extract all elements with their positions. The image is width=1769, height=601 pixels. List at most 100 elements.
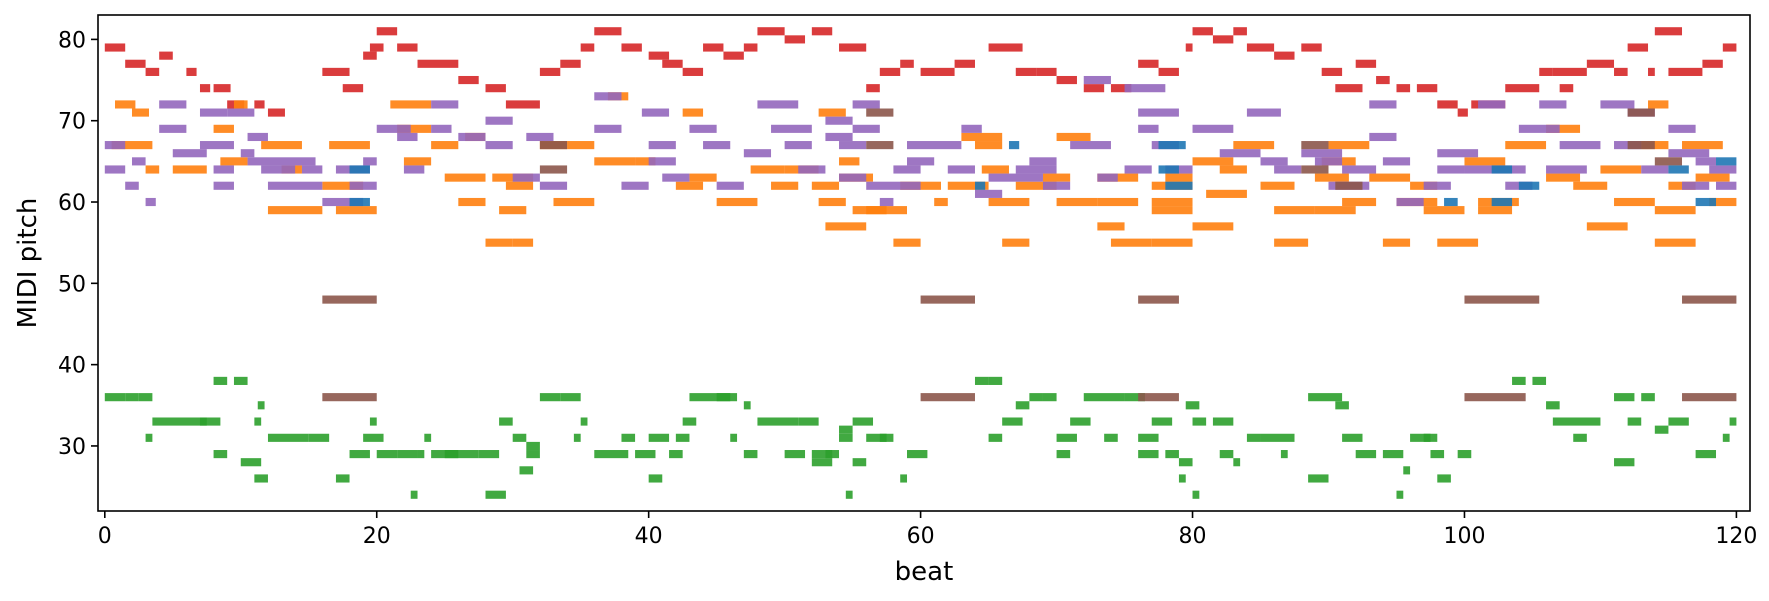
note-bar (594, 124, 622, 133)
note-bar (145, 67, 160, 76)
note-bar (1158, 141, 1186, 150)
note-bar (818, 197, 846, 207)
note-bar (424, 433, 432, 442)
note-bar (1627, 108, 1655, 117)
note-bar (1083, 84, 1105, 93)
note-bar (1015, 165, 1057, 174)
note-bar (267, 181, 323, 190)
note-bar (1158, 67, 1179, 76)
note-bar (1505, 141, 1547, 150)
note-bar (478, 450, 500, 459)
note-bar (403, 165, 425, 174)
note-bar (866, 108, 894, 117)
note-bar (974, 181, 986, 190)
note-bar (397, 132, 418, 142)
note-bar (1559, 84, 1574, 93)
note-bar (1070, 141, 1111, 150)
note-bar (1151, 417, 1173, 426)
note-bar (1308, 393, 1329, 402)
note-bar (1437, 238, 1479, 247)
note-series-4 (104, 376, 1737, 499)
note-bar (675, 181, 704, 190)
note-bar (261, 141, 302, 150)
note-bar (852, 417, 874, 426)
note-bar (342, 84, 364, 93)
note-bar (934, 197, 948, 207)
note-bar (1219, 149, 1261, 158)
y-tick-label: 70 (58, 110, 86, 135)
y-tick-label: 80 (58, 28, 86, 53)
note-bar (1138, 59, 1159, 68)
note-bar (492, 173, 534, 182)
note-bar (539, 141, 568, 150)
note-bar (247, 132, 268, 142)
note-bar (1206, 189, 1247, 198)
note-bar (1532, 376, 1547, 385)
x-tick-label: 60 (907, 524, 935, 549)
note-bar (1219, 165, 1247, 174)
note-bar (322, 295, 377, 304)
note-bar (1056, 450, 1071, 459)
note-bar (1382, 157, 1411, 166)
note-bar (988, 173, 1043, 182)
note-bar (1015, 401, 1030, 410)
note-bar (1165, 181, 1193, 190)
note-bar (1668, 417, 1689, 426)
note-bar (257, 401, 265, 410)
note-bar (499, 417, 513, 426)
y-tick-label: 40 (58, 354, 86, 379)
note-bar (560, 59, 581, 68)
note-bar (220, 157, 248, 166)
note-bar (1478, 100, 1506, 109)
y-tick-label: 50 (58, 272, 86, 297)
note-bar (648, 433, 670, 442)
note-bar (1437, 100, 1458, 109)
note-bar (1110, 84, 1132, 93)
note-bar (1559, 141, 1601, 150)
note-bar (1654, 157, 1683, 166)
note-bar (1008, 141, 1020, 150)
note-bar (866, 141, 894, 150)
note-bar (1056, 433, 1077, 442)
note-bar (1423, 433, 1438, 442)
note-bar (1335, 84, 1363, 93)
note-bar (1627, 141, 1655, 150)
note-bar (390, 100, 432, 109)
note-bar (648, 141, 676, 150)
note-bar (757, 27, 785, 36)
note-bar (145, 165, 160, 174)
note-bar (1614, 141, 1642, 150)
note-bar (920, 67, 955, 76)
note-bar (233, 376, 248, 385)
note-bar (866, 84, 880, 93)
note-bar (974, 141, 1003, 150)
note-bar (1518, 181, 1540, 190)
note-bar (1158, 165, 1179, 174)
note-bar (1722, 433, 1730, 442)
note-bar (1328, 141, 1370, 150)
note-bar (1308, 474, 1329, 483)
note-bar (485, 238, 513, 247)
note-bar (1369, 132, 1397, 142)
note-bar (1600, 100, 1635, 109)
note-bar (648, 157, 676, 166)
note-bar (267, 206, 323, 215)
note-bar (267, 108, 285, 117)
note-bar (988, 43, 1023, 52)
note-series-2 (111, 92, 1737, 247)
note-bar (335, 206, 377, 215)
note-bar (900, 474, 908, 483)
note-bar (1573, 181, 1608, 190)
note-bar (1396, 490, 1404, 499)
note-bar (349, 181, 377, 190)
note-bar (1573, 433, 1587, 442)
note-bar (635, 157, 656, 166)
note-bar (1036, 67, 1057, 76)
note-bar (431, 141, 459, 150)
note-bar (526, 132, 554, 142)
note-bar (1546, 124, 1581, 133)
note-bar (1233, 27, 1247, 36)
note-bar (1668, 149, 1710, 158)
note-bar (1491, 197, 1513, 207)
note-bar (485, 490, 506, 499)
